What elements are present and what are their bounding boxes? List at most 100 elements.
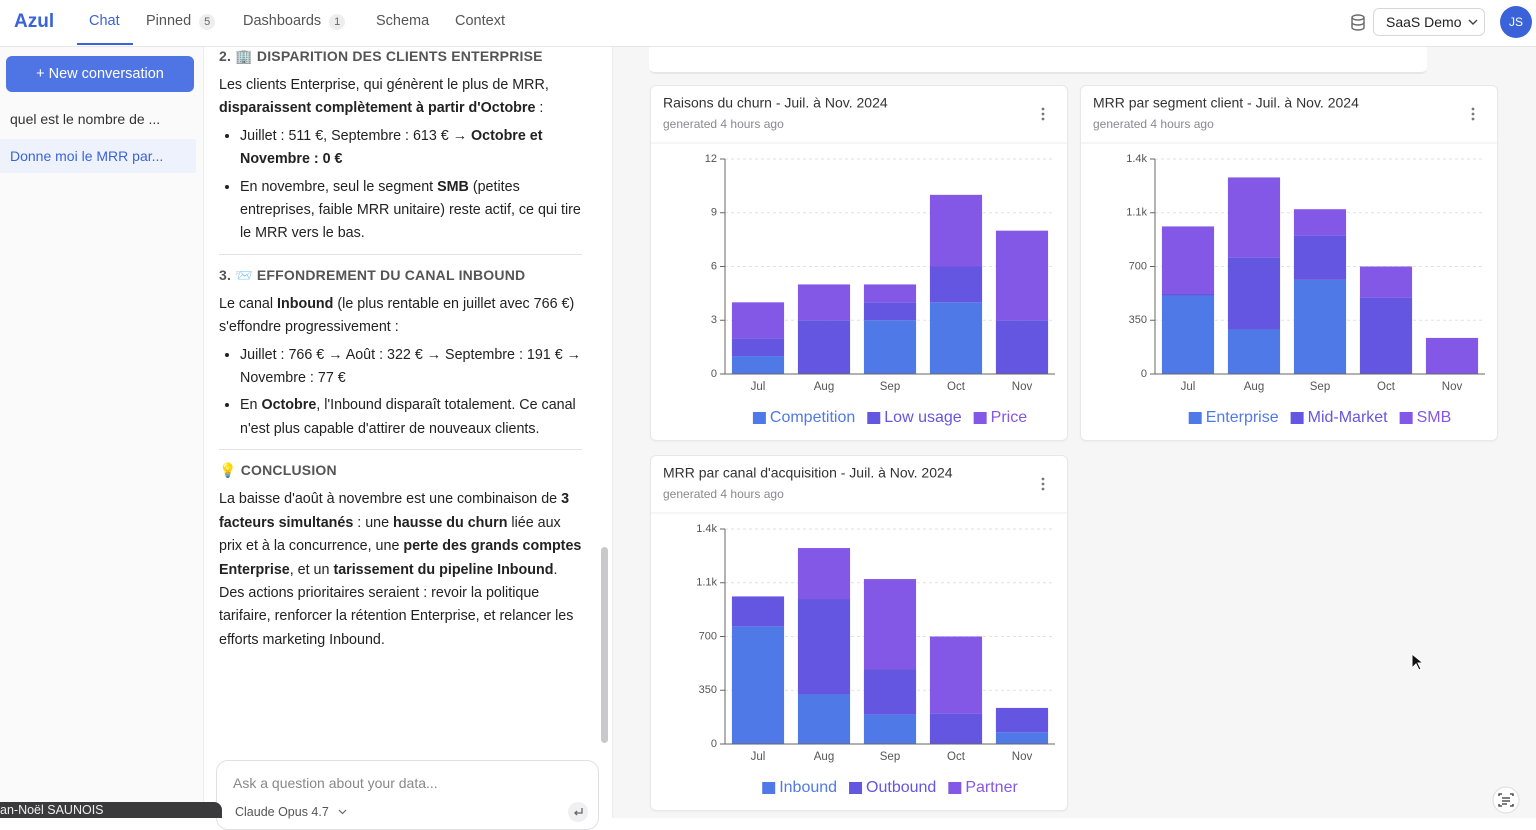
text-run: : une (353, 514, 394, 531)
legend-swatch (1290, 412, 1304, 424)
chart-menu[interactable] (1471, 107, 1475, 121)
bar-segment (863, 669, 917, 715)
y-tick-label: 1.4k (696, 523, 717, 535)
y-tick-label: 9 (711, 207, 717, 219)
y-tick-label: 700 (1129, 260, 1147, 272)
database-icon[interactable] (1350, 14, 1366, 31)
bar-segment (797, 284, 851, 321)
bold-text: Octobre (261, 397, 317, 414)
bar-segment (1161, 293, 1215, 296)
workspace-name: SaaS Demo (1386, 14, 1462, 30)
menu-dot (1471, 117, 1475, 121)
nav-tab[interactable]: Schema (376, 13, 429, 29)
bold-text: hausse du churn (393, 514, 508, 531)
model-selector[interactable]: Claude Opus 4.7 (235, 805, 329, 819)
bold-text: disparaissent complètement à partir d'Oc… (219, 100, 536, 117)
bar-segment (1293, 209, 1347, 236)
conversation-item[interactable]: Donne moi le MRR par... (0, 139, 196, 173)
text-run: La baisse d'août à novembre est une comb… (219, 491, 562, 508)
bar-segment (929, 636, 983, 714)
chart-card: MRR par segment client - Juil. à Nov. 20… (1080, 85, 1499, 441)
chat-input[interactable]: Ask a question about your data... Claude… (216, 760, 599, 830)
avatar[interactable]: JS (1500, 6, 1532, 38)
menu-dot (1041, 477, 1045, 481)
x-tick-label: Sep (880, 381, 900, 393)
chart-menu[interactable] (1041, 477, 1045, 491)
bar-segment (1161, 226, 1215, 294)
bar-segment (1227, 329, 1281, 374)
chart-title: MRR par canal d'acquisition - Juil. à No… (663, 465, 953, 481)
x-tick-label: Aug (1244, 381, 1264, 393)
legend: Inbound Outbound Partner (762, 779, 1018, 796)
sidebar: + New conversation quel est le nombre de… (0, 47, 204, 818)
text-run: (petites entreprises, faible MRR unitair… (240, 178, 581, 242)
y-tick-label: 1.4k (1126, 153, 1147, 165)
bullet-list: Juillet : 511 €, Septembre : 613 € → Oct… (219, 125, 582, 246)
input-placeholder: Ask a question about your data... (233, 775, 438, 791)
x-tick-label: Sep (1310, 381, 1330, 393)
tab-label: Dashboards (243, 13, 322, 29)
bold-text: perte des grands comptes Enterprise (219, 538, 582, 578)
legend: Enterprise Mid-Market SMB (1188, 409, 1452, 426)
x-tick-label: Nov (1442, 381, 1463, 393)
y-tick-label: 6 (711, 260, 717, 272)
chevron (338, 809, 347, 815)
bar-segment (797, 694, 851, 744)
section-heading: 3. 📨 EFFONDREMENT DU CANAL INBOUND (219, 266, 526, 283)
x-tick-label: Jul (751, 751, 766, 763)
y-tick-label: 1.1k (696, 577, 717, 589)
text-run: Juillet : 766 € → Août : 322 € → Septemb… (240, 346, 581, 387)
tab-label: Chat (89, 13, 120, 29)
menu-dot (1041, 112, 1045, 116)
bullet-item: Juillet : 766 € → Août : 322 € → Septemb… (240, 344, 582, 391)
new-conversation-button[interactable]: + New conversation (6, 56, 194, 92)
bold-text: 3 facteurs simultanés (219, 491, 570, 531)
bar-segment (863, 320, 917, 374)
chart-title: MRR par segment client - Juil. à Nov. 20… (1093, 95, 1359, 111)
bar-segment (863, 714, 917, 744)
brand[interactable]: Azul (14, 11, 55, 32)
bar-segment (797, 320, 851, 374)
x-tick-label: Oct (947, 381, 966, 393)
send-button[interactable] (567, 801, 589, 823)
text-run: , et un (289, 561, 334, 578)
legend-swatch (762, 782, 776, 794)
screenshot-icon[interactable] (1490, 786, 1522, 814)
bar-segment (1293, 279, 1347, 374)
text-run: En (240, 397, 262, 414)
chart-subtitle: generated 4 hours ago (663, 117, 784, 131)
nav-tab[interactable]: Chat (89, 13, 120, 29)
y-tick-label: 0 (1141, 368, 1147, 380)
legend-swatch (752, 412, 766, 424)
nav-tab[interactable]: Context (455, 13, 505, 29)
bullet-item: En novembre, seul le segment SMB (petite… (240, 176, 582, 246)
menu-dot (1041, 107, 1045, 111)
nav-tab[interactable]: Dashboards 1 (243, 13, 346, 30)
x-tick-label: Nov (1012, 381, 1033, 393)
legend-label: Low usage (884, 409, 961, 426)
bar-segment (1425, 337, 1479, 374)
bar-segment (731, 302, 785, 339)
chart-card: MRR par canal d'acquisition - Juil. à No… (650, 455, 1069, 811)
menu-dot (1041, 487, 1045, 491)
bar-segment (995, 732, 1049, 744)
workspace-select[interactable]: SaaS Demo (1373, 8, 1485, 36)
legend-label: SMB (1417, 409, 1452, 426)
scrollbar[interactable] (601, 547, 608, 743)
nav-tab[interactable]: Pinned 5 (146, 13, 216, 30)
x-tick-label: Aug (814, 381, 834, 393)
x-tick-label: Jul (751, 381, 766, 393)
bold-text: SMB (437, 178, 469, 195)
tab-badge: 5 (199, 14, 216, 30)
bar-segment (863, 302, 917, 321)
x-tick-label: Nov (1012, 751, 1033, 763)
bar-segment (929, 194, 983, 267)
conversation-item[interactable]: quel est le nombre de ... (10, 111, 161, 127)
y-tick-label: 1.1k (1126, 207, 1147, 219)
chart-menu[interactable] (1041, 107, 1045, 121)
text-run: (le plus rentable en juillet avec 766 €)… (219, 295, 575, 336)
legend-label: Mid-Market (1308, 409, 1389, 426)
bar-segment (1293, 235, 1347, 280)
tab-badge: 1 (329, 14, 346, 30)
chart-title: Raisons du churn - Juil. à Nov. 2024 (663, 95, 888, 111)
